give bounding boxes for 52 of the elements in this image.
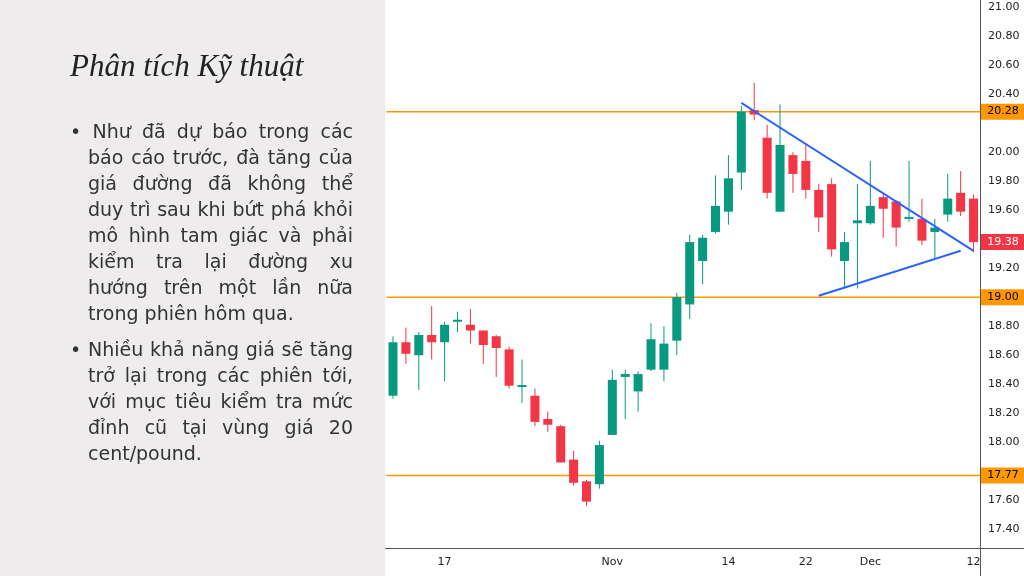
y-tick-label: 18.80 <box>988 319 1020 333</box>
y-tick-label: 21.00 <box>988 0 1020 14</box>
y-tick-label: 18.20 <box>988 406 1020 420</box>
ref-line-label: 17.77 <box>987 468 1019 482</box>
x-tick-label: 12 <box>966 555 981 569</box>
y-tick-label: 18.00 <box>988 435 1020 449</box>
candlestick <box>788 151 798 194</box>
candlestick <box>440 321 450 382</box>
y-tick-label: 19.20 <box>988 261 1020 275</box>
text: Phân tích Kỹ thuật <box>70 48 305 84</box>
y-tick-label: 19.60 <box>988 203 1020 217</box>
candlestick <box>414 331 424 391</box>
candlestick <box>465 308 475 345</box>
y-tick-label: 20.80 <box>988 29 1020 43</box>
y-tick-label: 19.80 <box>988 174 1020 188</box>
y-tick-label: 17.60 <box>988 493 1020 507</box>
y-tick-label: 20.40 <box>988 87 1020 101</box>
candlestick <box>401 327 411 365</box>
y-tick-label: 18.60 <box>988 348 1020 362</box>
ref-line-label: 20.28 <box>987 104 1019 118</box>
text: • Nhiều khả năng giá sẽ tăng trở lại trong các phiên tới, với mục tiêu kiểm tra mức đỉnh cũ tại vùng giá 20 cent/pound. <box>70 337 353 466</box>
y-tick-label: 17.40 <box>988 522 1020 536</box>
y-tick-label: 18.40 <box>988 377 1020 391</box>
ref-line-label: 19.00 <box>987 290 1019 304</box>
candlestick <box>569 450 579 487</box>
candlestick <box>865 160 875 226</box>
annotation: 19.38 <box>987 234 1019 248</box>
x-tick-label: Nov <box>601 555 624 569</box>
candlestick <box>582 479 592 507</box>
text: • Như đã dự báo trong các báo cáo trước, đà tăng của giá đường đã không thể duy trì sau khi bứt phá khỏi mô hình tam giác và phải kiểm tra lại đường xu hướng trên một lần nữa trong phiên hôm qua. <box>70 119 353 326</box>
candlestick <box>698 234 708 285</box>
x-tick-label: 17 <box>437 555 452 569</box>
candlestick <box>840 231 850 289</box>
candlestick <box>852 183 862 289</box>
candlestick <box>491 334 501 378</box>
y-tick-label: 20.00 <box>988 145 1020 159</box>
candlestick <box>452 311 463 333</box>
candlestick <box>917 198 927 246</box>
x-tick-label: 14 <box>721 555 736 569</box>
x-tick-label: Dec <box>859 555 881 569</box>
candlestick <box>517 359 527 404</box>
candlestick <box>943 173 953 223</box>
candlestick <box>427 305 437 361</box>
candlestick <box>620 369 630 420</box>
candlestick <box>478 330 488 365</box>
x-tick-label: 22 <box>798 555 813 569</box>
candlestick <box>956 170 966 217</box>
candlestick <box>633 370 643 413</box>
candlestick <box>878 192 888 239</box>
candlestick <box>543 411 553 433</box>
candlestick <box>904 160 914 223</box>
y-tick-label: 20.60 <box>988 58 1020 72</box>
